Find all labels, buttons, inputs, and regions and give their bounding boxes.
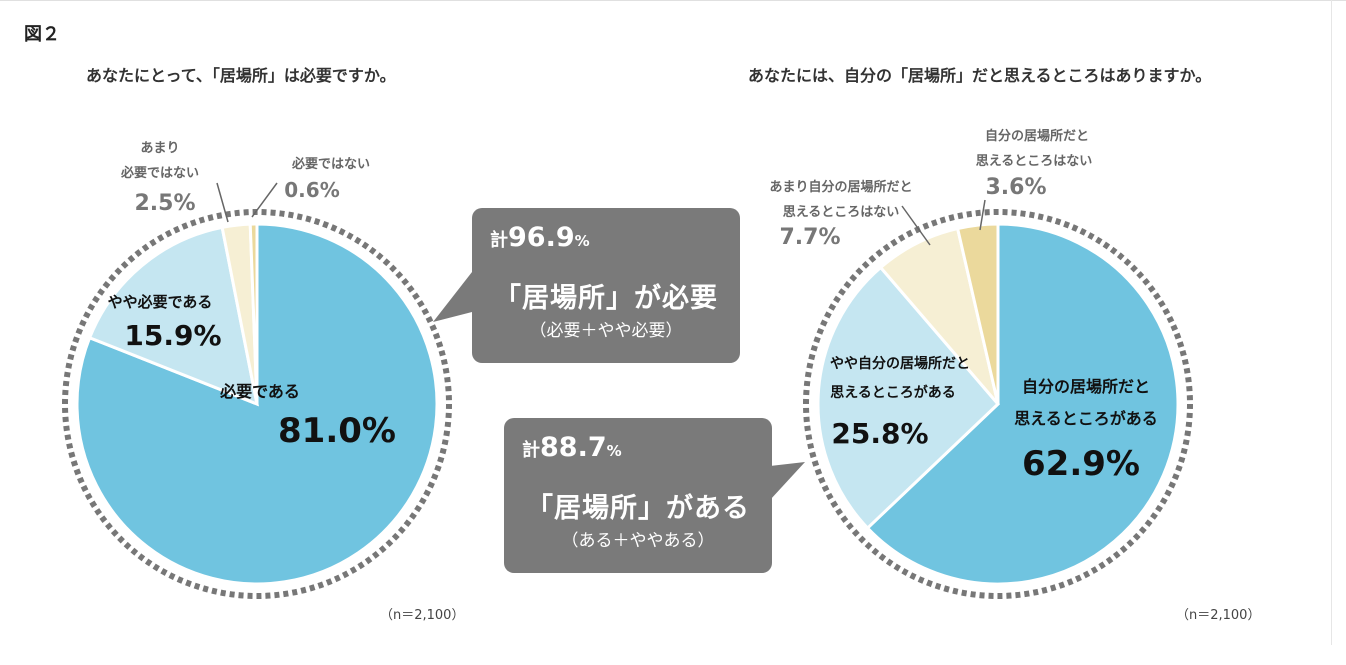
- pie-slice: [955, 222, 1000, 405]
- callout-sub-text: （必要＋やや必要）: [529, 321, 683, 341]
- slice-value-label: 2.5%: [134, 191, 195, 216]
- slice-label: 自分の居場所だと: [1022, 377, 1150, 396]
- leader-line: [251, 182, 278, 218]
- slice-label: やや必要である: [108, 293, 213, 311]
- leader-line: [979, 199, 986, 231]
- slice-label: 思えるところがある: [830, 384, 956, 401]
- pie-slice: [87, 225, 260, 407]
- slice-value-label: 25.8%: [831, 417, 928, 450]
- leader-line: [901, 205, 931, 246]
- slice-label: 必要である: [219, 382, 300, 401]
- callout-total-prefix: 計: [490, 230, 508, 251]
- slice-label: あまり: [140, 141, 179, 156]
- callout-total: 計88.7%: [522, 432, 622, 463]
- callout-total-prefix: 計: [522, 440, 540, 461]
- total-callout-necessary: 計96.9% 「居場所」が必要 （必要＋やや必要）: [472, 208, 740, 363]
- slice-label: 必要ではない: [120, 165, 199, 181]
- sample-size-note-right: （n＝2,100）: [1176, 608, 1261, 623]
- frame-right-border: [1331, 0, 1332, 645]
- slice-value-label: 81.0%: [278, 411, 396, 451]
- callout-total: 計96.9%: [490, 222, 590, 253]
- slice-value-label: 3.6%: [985, 175, 1046, 200]
- chart-title-right: あなたには、自分の「居場所」だと思えるところはありますか。: [748, 66, 1212, 85]
- callout-total-value: 88.7: [540, 432, 607, 463]
- leader-line: [216, 182, 229, 223]
- dotted-ring: [803, 209, 1193, 599]
- sample-size-note-left: （n＝2,100）: [380, 608, 465, 623]
- figure-label: 図２: [24, 24, 60, 45]
- pie-slice: [816, 265, 1001, 531]
- slice-value-label: 0.6%: [284, 178, 339, 202]
- callout-main-text: 「居場所」がある: [526, 493, 750, 524]
- callout-pointer: [770, 462, 805, 500]
- callout-total-value: 96.9: [508, 222, 575, 253]
- frame-top-border: [0, 0, 1346, 1]
- slice-value-label: 15.9%: [124, 319, 221, 352]
- slice-label: 自分の居場所だと: [985, 128, 1089, 144]
- total-callout-have: 計88.7% 「居場所」がある （ある＋ややある）: [504, 418, 772, 573]
- slice-label: やや自分の居場所だと: [830, 355, 970, 372]
- callout-total-unit: %: [574, 232, 590, 250]
- pie-slice: [865, 222, 1180, 586]
- slice-label: 思えるところがある: [1014, 409, 1158, 428]
- slice-label: 必要ではない: [291, 156, 370, 172]
- pie-slice: [75, 222, 439, 586]
- dotted-ring: [62, 209, 452, 599]
- slice-label: あまり自分の居場所だと: [769, 179, 912, 195]
- callout-sub-text: （ある＋ややある）: [561, 531, 715, 551]
- callout-pointer: [433, 272, 472, 322]
- slice-value-label: 7.7%: [779, 225, 840, 250]
- slice-label: 思えるところはない: [976, 154, 1093, 169]
- callout-total-unit: %: [606, 442, 622, 460]
- callout-main-text: 「居場所」が必要: [494, 283, 718, 314]
- chart-title-left: あなたにとって、「居場所」は必要ですか。: [86, 66, 396, 85]
- slice-label: 思えるところはない: [783, 205, 900, 220]
- slice-value-label: 62.9%: [1022, 444, 1140, 484]
- pie-slice: [248, 222, 259, 405]
